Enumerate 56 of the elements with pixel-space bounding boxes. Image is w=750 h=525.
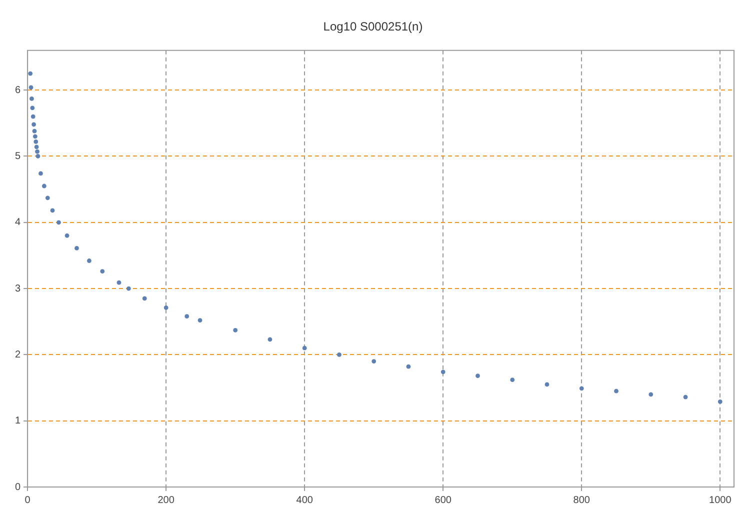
point xyxy=(56,220,61,225)
point xyxy=(233,328,238,332)
point xyxy=(30,114,36,119)
point xyxy=(683,394,688,400)
point xyxy=(406,364,411,369)
point xyxy=(32,122,36,127)
point xyxy=(142,296,147,301)
point xyxy=(45,196,50,200)
point xyxy=(164,306,168,310)
point xyxy=(87,258,92,263)
x-tick-label: 200 xyxy=(158,494,175,506)
point xyxy=(579,386,584,391)
point xyxy=(28,71,33,76)
point xyxy=(476,374,480,378)
point xyxy=(74,246,79,250)
chart-title: Log10 S000251(n) xyxy=(323,20,423,34)
point xyxy=(126,286,131,291)
point xyxy=(544,382,550,387)
point xyxy=(302,346,307,350)
point xyxy=(268,337,272,342)
point xyxy=(440,370,446,374)
point xyxy=(648,392,654,397)
point xyxy=(50,208,55,213)
y-tick-label: 0 xyxy=(15,482,21,493)
point xyxy=(35,149,40,154)
point xyxy=(38,171,43,176)
point xyxy=(198,318,202,322)
point xyxy=(28,85,34,90)
point xyxy=(32,134,38,139)
point xyxy=(34,144,39,150)
y-tick-label: 1 xyxy=(15,416,21,427)
point xyxy=(30,106,35,110)
y-tick-label: 5 xyxy=(15,150,21,162)
point xyxy=(718,399,722,404)
x-tick-label: 600 xyxy=(434,494,452,506)
x-tick-label: 0 xyxy=(24,494,31,506)
point xyxy=(184,314,190,319)
point xyxy=(100,269,105,274)
y-tick-label: 6 xyxy=(15,84,21,96)
x-tick-label: 1000 xyxy=(709,494,732,506)
y-tick-label: 2 xyxy=(15,349,21,360)
point xyxy=(372,359,376,364)
point xyxy=(42,184,46,188)
y-tick-label: 3 xyxy=(15,283,21,294)
point xyxy=(510,378,515,382)
point xyxy=(36,154,40,158)
point xyxy=(337,352,342,357)
point xyxy=(32,128,37,134)
point xyxy=(64,233,70,238)
x-tick-label: 400 xyxy=(296,494,314,506)
x-tick-label: 800 xyxy=(573,494,590,506)
y-tick-label: 4 xyxy=(15,217,21,228)
point xyxy=(30,96,34,101)
point xyxy=(116,280,122,285)
point xyxy=(614,388,618,394)
point xyxy=(34,139,38,144)
